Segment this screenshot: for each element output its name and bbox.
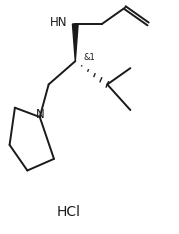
Text: N: N bbox=[35, 108, 44, 121]
Text: HN: HN bbox=[50, 16, 67, 29]
Text: &1: &1 bbox=[83, 53, 95, 62]
Polygon shape bbox=[72, 24, 78, 61]
Text: HCl: HCl bbox=[56, 205, 80, 219]
